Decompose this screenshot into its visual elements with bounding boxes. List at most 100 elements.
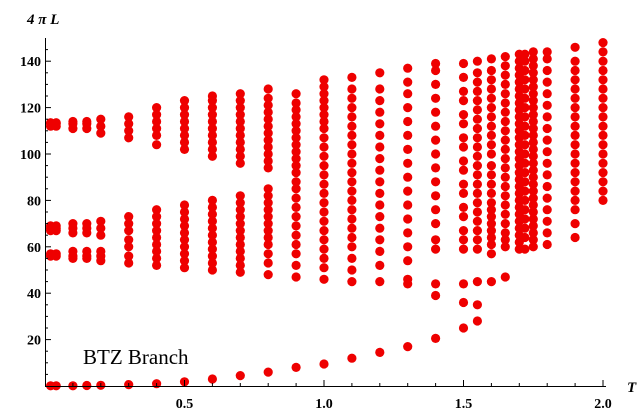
data-point (500, 242, 510, 252)
data-point (520, 93, 530, 103)
data-point (542, 135, 552, 145)
data-point (486, 54, 496, 64)
data-point (486, 84, 496, 94)
data-point (263, 149, 273, 159)
data-point (472, 216, 482, 226)
data-point (152, 116, 162, 127)
data-point (528, 54, 538, 64)
data-point (486, 179, 496, 189)
data-point (403, 63, 413, 73)
data-point (152, 212, 162, 222)
data-point (472, 244, 482, 254)
x-axis-label: T (627, 380, 637, 396)
data-point (347, 214, 357, 224)
data-point (431, 65, 441, 76)
data-point (458, 235, 469, 245)
data-point (179, 249, 190, 259)
data-point (570, 84, 580, 94)
data-point (528, 207, 538, 217)
data-point (235, 191, 245, 201)
data-point (472, 188, 482, 198)
data-point (207, 91, 217, 101)
data-point (520, 158, 530, 168)
data-point (124, 226, 134, 236)
data-point (486, 112, 496, 122)
data-point (207, 251, 217, 261)
data-point (520, 177, 530, 187)
data-point (319, 151, 329, 161)
data-point (319, 359, 329, 369)
data-point (319, 170, 329, 180)
data-point (458, 72, 469, 82)
data-point (347, 277, 357, 287)
data-point (486, 226, 496, 236)
data-point (347, 121, 357, 131)
data-point (375, 84, 385, 94)
data-point (375, 235, 385, 245)
data-point (263, 184, 273, 194)
data-point (598, 38, 608, 48)
data-point (319, 161, 329, 171)
data-point (472, 161, 482, 171)
data-point (347, 149, 357, 159)
data-point (520, 84, 530, 94)
data-point (291, 202, 301, 212)
data-point (458, 133, 469, 143)
data-point (152, 260, 162, 270)
data-point (403, 274, 413, 284)
data-point (500, 181, 510, 192)
data-point (458, 323, 469, 333)
data-point (124, 251, 134, 261)
data-point (152, 110, 162, 120)
y-axis-label: 4 π L (26, 12, 59, 28)
data-point (207, 151, 217, 161)
data-point (472, 277, 482, 287)
data-point (179, 200, 190, 210)
data-point (319, 263, 329, 273)
data-point (486, 277, 496, 287)
data-point (235, 226, 245, 236)
data-point (207, 110, 217, 120)
data-point (235, 103, 245, 113)
data-point (319, 226, 329, 236)
data-point (528, 130, 538, 140)
data-point (570, 205, 580, 215)
data-point (152, 253, 162, 263)
data-point (570, 149, 580, 159)
data-point (291, 212, 301, 222)
data-point (235, 110, 245, 120)
data-point (235, 158, 245, 168)
data-point (528, 193, 538, 203)
data-point (179, 256, 190, 266)
data-point (319, 116, 329, 127)
data-point (458, 86, 469, 96)
data-point (291, 260, 301, 270)
data-point (431, 333, 441, 343)
data-point (179, 221, 190, 231)
data-point (375, 154, 385, 164)
data-point (598, 84, 608, 94)
x-tick-label: 0.5 (176, 397, 194, 412)
data-point (235, 144, 245, 154)
data-point (570, 42, 580, 52)
data-point (403, 77, 413, 87)
data-point (291, 112, 301, 122)
data-point (347, 242, 357, 252)
data-point (528, 165, 538, 175)
data-point (82, 116, 92, 127)
y-tick-label: 140 (20, 55, 41, 70)
data-point (207, 258, 217, 268)
data-point (431, 149, 441, 159)
data-point (96, 121, 106, 131)
data-point (403, 342, 413, 352)
data-point (458, 58, 469, 69)
data-point (403, 103, 413, 113)
data-point (124, 212, 134, 222)
data-point (458, 110, 469, 120)
data-point (500, 172, 510, 182)
data-point (235, 89, 245, 99)
data-point (347, 93, 357, 103)
data-point (235, 239, 245, 250)
data-point (528, 144, 538, 154)
data-point (124, 112, 134, 122)
